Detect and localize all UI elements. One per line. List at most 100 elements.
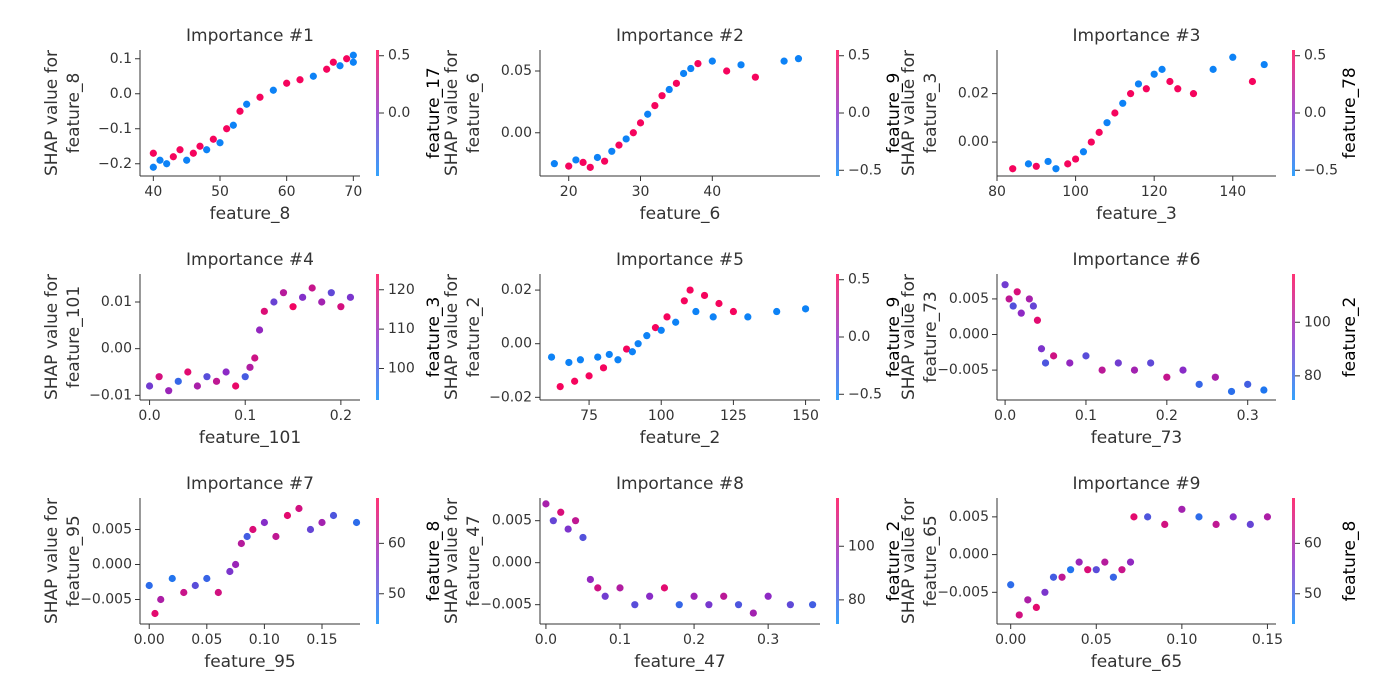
colorbar-tick-label: 0.0 xyxy=(848,329,870,345)
point xyxy=(241,373,249,381)
point xyxy=(565,358,573,367)
colorbar-tick-label: 0.5 xyxy=(848,48,870,64)
point xyxy=(1147,359,1155,367)
point xyxy=(1079,148,1088,156)
point xyxy=(1166,77,1174,86)
point xyxy=(1209,65,1217,73)
point xyxy=(801,305,810,313)
point xyxy=(660,584,669,592)
point xyxy=(622,135,630,143)
point xyxy=(608,147,616,155)
point xyxy=(1114,359,1122,367)
x-tick-label: 125 xyxy=(720,408,747,424)
colorbar-tick-label: 50 xyxy=(388,586,406,602)
x-tick-label: 50 xyxy=(211,184,229,200)
y-tick-label: 0.02 xyxy=(501,282,532,298)
point xyxy=(1015,611,1023,619)
point xyxy=(808,601,817,609)
point xyxy=(1024,160,1033,168)
point xyxy=(715,299,723,308)
y-tick-label: 0.00 xyxy=(958,134,989,150)
subplot-title: Importance #5 xyxy=(616,250,744,270)
point xyxy=(1084,566,1092,574)
x-tick-label: 0.1 xyxy=(1075,408,1097,424)
point xyxy=(1067,566,1075,574)
point xyxy=(594,353,602,361)
point xyxy=(203,146,211,154)
point xyxy=(1119,99,1127,107)
point xyxy=(306,525,315,534)
point xyxy=(1101,558,1109,566)
point xyxy=(1005,295,1013,303)
point xyxy=(1174,85,1182,93)
point xyxy=(773,307,781,316)
point xyxy=(318,298,326,306)
point xyxy=(680,297,688,305)
point xyxy=(183,156,191,164)
point xyxy=(1032,162,1040,170)
x-tick-label: 0.1 xyxy=(234,408,256,424)
point xyxy=(786,601,794,609)
y-tick-label: −0.005 xyxy=(80,592,132,608)
point xyxy=(1050,352,1058,360)
colorbar xyxy=(1292,50,1295,176)
point xyxy=(223,125,231,133)
point xyxy=(634,340,642,348)
point xyxy=(657,326,665,334)
point xyxy=(1246,520,1254,529)
x-tick-label: 100 xyxy=(1062,184,1089,200)
point xyxy=(1058,573,1066,581)
x-tick-label: 20 xyxy=(560,184,578,200)
subplot-title: Importance #7 xyxy=(186,474,314,494)
colorbar-tick-label: 0.0 xyxy=(388,105,410,121)
point xyxy=(692,307,700,316)
point xyxy=(615,141,623,149)
point xyxy=(550,160,558,168)
point xyxy=(686,286,694,294)
colorbar-tick-label: 60 xyxy=(388,535,406,551)
point xyxy=(270,298,278,306)
point xyxy=(1066,359,1074,367)
point xyxy=(579,158,587,167)
point xyxy=(176,146,184,154)
point xyxy=(622,345,631,353)
point xyxy=(651,101,659,110)
x-axis-label: feature_73 xyxy=(1091,428,1183,448)
colorbar xyxy=(376,498,379,624)
subplot: Importance #6 0.0 0.1 0.2 0.3 −0.005 0.000 0.00… xyxy=(899,250,1360,448)
point xyxy=(236,107,244,115)
colorbar-tick-label: 0.5 xyxy=(1304,48,1326,64)
point xyxy=(1007,581,1015,589)
y-axis-label: SHAP value for xyxy=(42,498,62,624)
point xyxy=(232,560,240,569)
point xyxy=(605,350,613,359)
point xyxy=(196,142,204,150)
point xyxy=(1092,566,1100,574)
colorbar-tick-label: 0.5 xyxy=(388,48,410,64)
point xyxy=(191,581,199,590)
colorbar xyxy=(1292,274,1295,400)
point xyxy=(572,156,580,164)
point xyxy=(269,86,277,94)
colorbar-tick-label: 50 xyxy=(1304,586,1322,602)
point xyxy=(255,326,264,334)
point xyxy=(1098,366,1106,374)
x-axis-label: feature_47 xyxy=(634,652,726,672)
y-tick-label: 0.000 xyxy=(949,327,989,343)
point xyxy=(594,584,602,592)
x-tick-label: 0.3 xyxy=(757,632,779,648)
y-axis-label: feature_3 xyxy=(921,73,941,154)
point xyxy=(651,324,660,332)
point xyxy=(663,313,671,321)
point xyxy=(296,76,304,84)
point xyxy=(318,518,326,527)
point xyxy=(1127,90,1135,98)
point xyxy=(1095,128,1103,136)
point xyxy=(323,65,331,73)
point xyxy=(586,163,594,171)
point xyxy=(1142,85,1150,93)
point xyxy=(346,293,355,301)
point xyxy=(1212,520,1220,529)
subplot-title: Importance #6 xyxy=(1073,250,1201,270)
x-tick-label: 0.10 xyxy=(249,632,280,648)
